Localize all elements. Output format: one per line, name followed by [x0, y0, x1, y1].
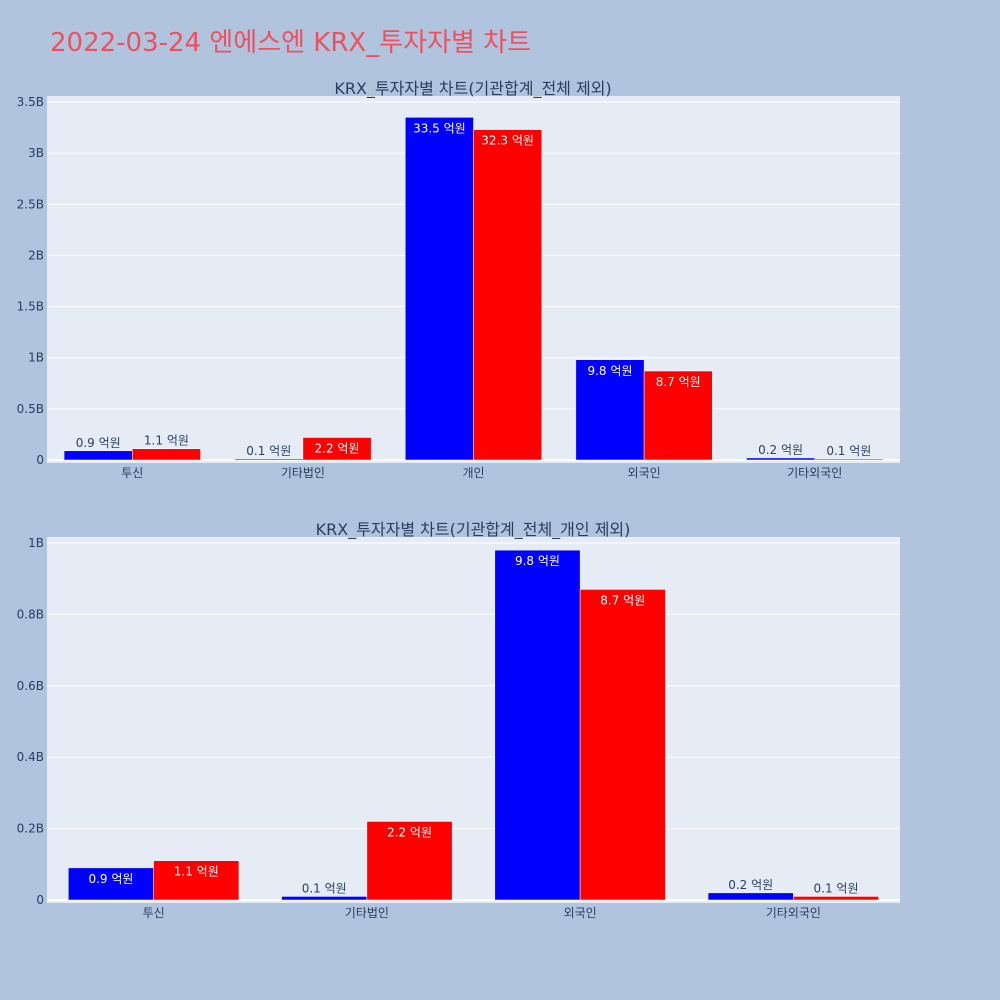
y-tick-label: 1B: [28, 536, 44, 550]
bar[interactable]: [793, 896, 879, 901]
bar-data-label: 32.3 억원: [481, 134, 534, 148]
bar-data-label: 0.2 억원: [728, 878, 773, 892]
y-tick-label: 2B: [28, 248, 44, 262]
x-tick-label: 기타법인: [345, 906, 389, 920]
bar[interactable]: [494, 549, 581, 901]
bar-data-label: 0.2 억원: [758, 443, 803, 457]
bar[interactable]: [132, 448, 201, 461]
y-tick-label: 0: [36, 893, 44, 907]
bar[interactable]: [707, 892, 794, 901]
bar-data-label: 2.2 억원: [387, 825, 432, 839]
bar-data-label: 0.1 억원: [246, 444, 291, 458]
bar-data-label: 2.2 억원: [315, 441, 360, 455]
bar-data-label: 0.9 억원: [76, 436, 121, 450]
plot-area: [47, 537, 900, 903]
bar-data-label: 9.8 억원: [587, 364, 632, 378]
bar-data-label: 0.9 억원: [88, 872, 133, 886]
x-tick-label: 외국인: [628, 466, 661, 480]
bar[interactable]: [405, 117, 474, 461]
bar[interactable]: [579, 589, 666, 901]
chart-title: KRX_투자자별 차트(기관합계_전체 제외): [334, 79, 611, 99]
y-tick-label: 0: [36, 453, 44, 467]
x-tick-label: 개인: [462, 466, 484, 480]
bar[interactable]: [63, 450, 133, 461]
bar[interactable]: [234, 458, 304, 461]
bar[interactable]: [153, 860, 240, 901]
y-tick-label: 0.2B: [17, 822, 44, 836]
y-tick-label: 0.6B: [17, 679, 44, 693]
bar-data-label: 1.1 억원: [144, 434, 189, 448]
x-tick-label: 기타외국인: [766, 906, 821, 920]
bar[interactable]: [68, 867, 154, 901]
y-tick-label: 3.5B: [17, 95, 44, 109]
x-tick-label: 외국인: [564, 906, 597, 920]
bar-data-label: 33.5 억원: [413, 121, 466, 135]
bar-data-label: 0.1 억원: [826, 444, 871, 458]
bar[interactable]: [302, 437, 372, 461]
bar[interactable]: [643, 370, 713, 461]
x-tick-label: 기타법인: [281, 466, 325, 480]
x-tick-label: 투신: [143, 906, 165, 920]
bar[interactable]: [473, 129, 542, 461]
bar[interactable]: [281, 896, 368, 901]
bar[interactable]: [575, 359, 645, 461]
bar-data-label: 9.8 억원: [515, 554, 560, 568]
page-title: 2022-03-24 엔에스엔 KRX_투자자별 차트: [50, 28, 532, 58]
y-tick-label: 0.4B: [17, 750, 44, 764]
x-tick-label: 기타외국인: [787, 466, 842, 480]
y-tick-label: 3B: [28, 146, 44, 160]
bar-data-label: 0.1 억원: [302, 881, 347, 895]
chart-title: KRX_투자자별 차트(기관합계_전체_개인 제외): [316, 520, 631, 540]
y-tick-label: 1.5B: [17, 300, 44, 314]
chart-all-investors: 0 0.5B 1B 1.5B 2B 2.5B 3B 3.5B 투신 0.9 억원 1.1 억원기타법…: [17, 79, 900, 480]
bar-data-label: 0.1 억원: [814, 881, 859, 895]
y-tick-label: 0.5B: [17, 402, 44, 416]
bar[interactable]: [814, 458, 884, 461]
x-tick-label: 투신: [121, 466, 143, 480]
bar-data-label: 8.7 억원: [600, 593, 645, 607]
bar-data-label: 1.1 억원: [174, 865, 219, 879]
bar[interactable]: [366, 821, 453, 901]
y-tick-label: 0.8B: [17, 607, 44, 621]
bar[interactable]: [746, 457, 815, 461]
y-tick-label: 2.5B: [17, 197, 44, 211]
bar-data-label: 8.7 억원: [656, 375, 701, 389]
y-tick-label: 1B: [28, 351, 44, 365]
